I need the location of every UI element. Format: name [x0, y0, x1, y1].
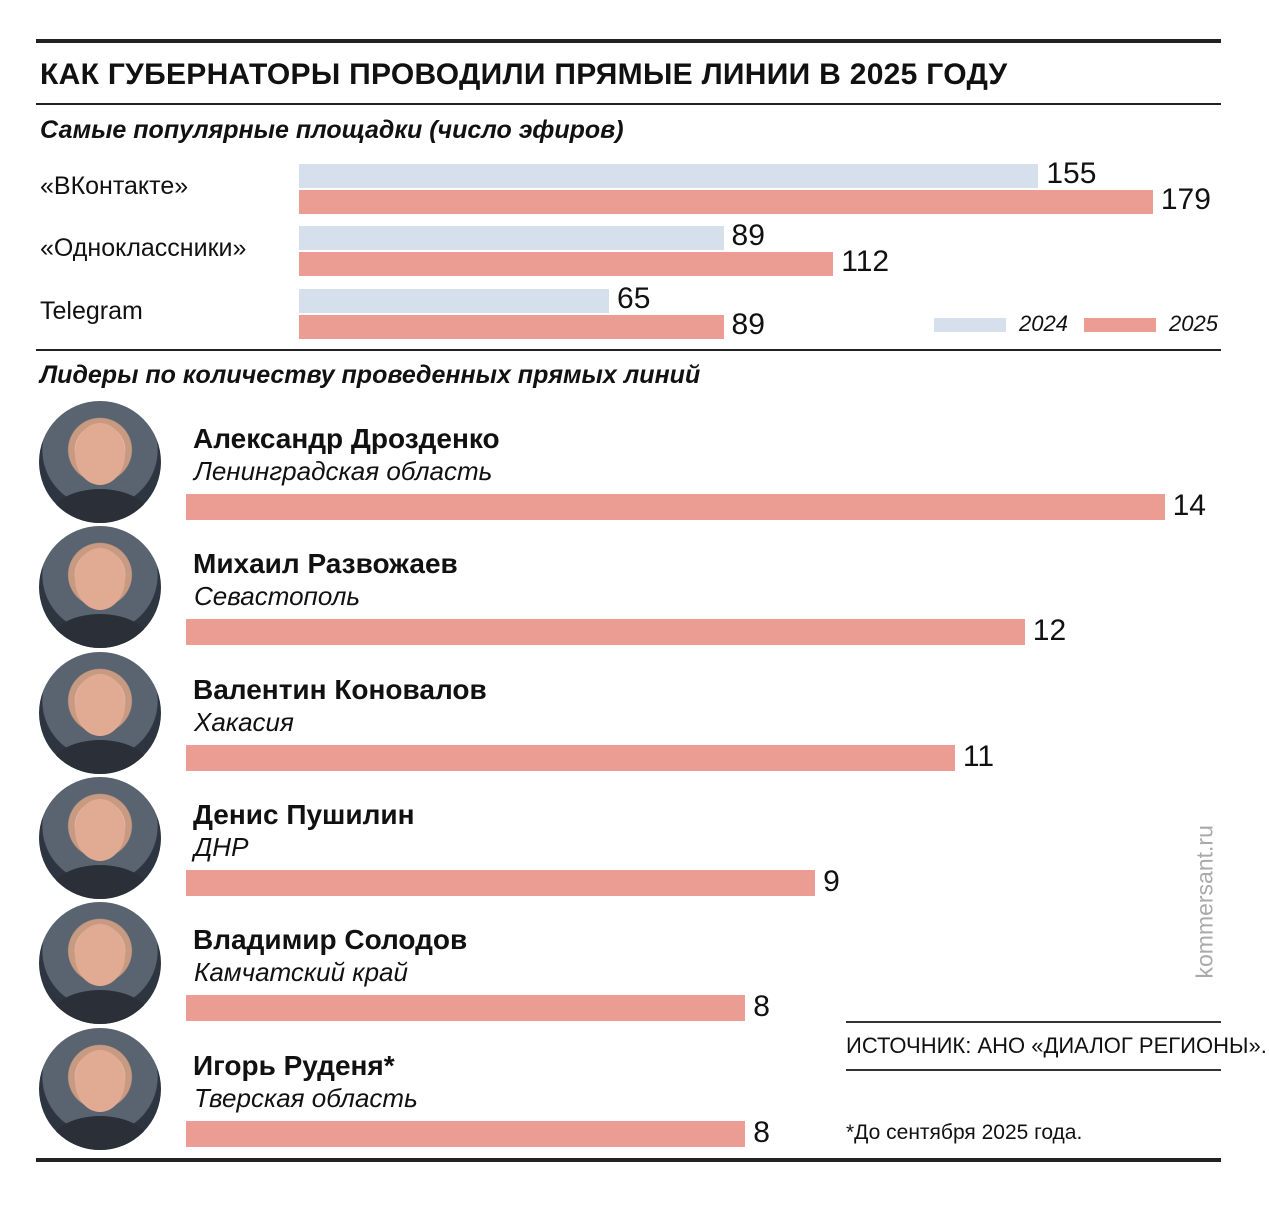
source-text: ИСТОЧНИК: АНО «ДИАЛОГ РЕГИОНЫ». [846, 1033, 1267, 1058]
value-label: 11 [962, 739, 995, 773]
bar-2024 [299, 226, 724, 250]
governor-name: Александр Дрозденко [193, 423, 500, 454]
avatar-photo [39, 902, 161, 1025]
governor-region: Ленинградская область [194, 456, 493, 486]
watermark: kommersant.ru [1191, 825, 1218, 979]
legend-label-2025: 2025 [1169, 311, 1218, 336]
bar-leader [186, 869, 816, 896]
top-rule [36, 39, 1221, 43]
bar-2025 [299, 190, 1153, 214]
category-label: «ВКонтакте» [40, 172, 189, 200]
bar-2025 [299, 252, 834, 276]
bottom-rule [36, 1158, 1221, 1162]
page-title: КАК ГУБЕРНАТОРЫ ПРОВОДИЛИ ПРЯМЫЕ ЛИНИИ В… [40, 58, 1008, 91]
governor-region: Севастополь [194, 581, 361, 612]
source-rule-bottom [846, 1069, 1221, 1071]
bar-leader [186, 744, 955, 771]
avatar-photo [39, 651, 161, 774]
leaders-subtitle: Лидеры по количеству проведенных прямых … [40, 361, 701, 389]
value-label-2025: 179 [1160, 183, 1211, 216]
legend-swatch-2025 [1084, 318, 1156, 332]
avatar-face [75, 1049, 125, 1112]
title-rule [36, 103, 1221, 105]
avatar-photo [39, 526, 161, 649]
value-label: 8 [753, 1115, 770, 1149]
governor-name: Владимир Солодов [193, 924, 468, 956]
avatar-face [75, 423, 125, 485]
avatar-body [49, 990, 151, 1025]
avatar-face [75, 924, 125, 987]
governor-region: ДНР [194, 831, 249, 862]
section-rule [36, 349, 1221, 351]
value-label-2024: 155 [1046, 157, 1097, 190]
bar-2025 [299, 315, 724, 339]
avatar-photo [39, 1027, 161, 1150]
source-rule-top [846, 1021, 1221, 1023]
avatar-body [49, 1115, 151, 1150]
bar-2024 [299, 164, 1039, 188]
value-label-2024: 89 [731, 219, 765, 252]
bar-leader [186, 619, 1025, 646]
governor-name: Валентин Коновалов [193, 673, 487, 705]
governor-name: Игорь Руденя* [193, 1049, 395, 1081]
avatar-face [75, 798, 125, 861]
governor-name: Денис Пушилин [193, 798, 415, 830]
governor-region: Тверская область [194, 1082, 418, 1113]
governor-region: Камчатский край [194, 957, 408, 988]
governor-region: Хакасия [194, 706, 294, 737]
avatar-face [75, 673, 125, 736]
bar-leader [186, 494, 1165, 520]
avatar-body [49, 614, 151, 649]
footnote: *До сентября 2025 года. [846, 1121, 1083, 1144]
bar-leader [186, 1120, 746, 1147]
value-label: 9 [823, 864, 840, 898]
value-label: 14 [1172, 489, 1206, 522]
value-label: 8 [753, 990, 770, 1024]
category-label: «Одноклассники» [40, 234, 247, 262]
value-label-2024: 65 [617, 282, 651, 315]
bar-leader [186, 995, 746, 1022]
value-label-2025: 112 [841, 245, 890, 278]
legend-swatch-2024 [934, 318, 1006, 332]
avatar-photo [39, 401, 161, 523]
governor-name: Михаил Развожаев [193, 548, 458, 580]
value-label: 12 [1032, 614, 1067, 648]
category-label: Telegram [40, 297, 143, 325]
avatar-body [49, 739, 151, 774]
bar-2024 [299, 289, 610, 313]
legend-label-2024: 2024 [1019, 311, 1068, 336]
value-label-2025: 89 [731, 308, 765, 341]
avatar-body [49, 864, 151, 899]
avatar-face [75, 548, 125, 611]
avatar-photo [39, 776, 161, 899]
platforms-subtitle: Самые популярные площадки (число эфиров) [40, 116, 624, 144]
avatar-body [49, 489, 151, 523]
